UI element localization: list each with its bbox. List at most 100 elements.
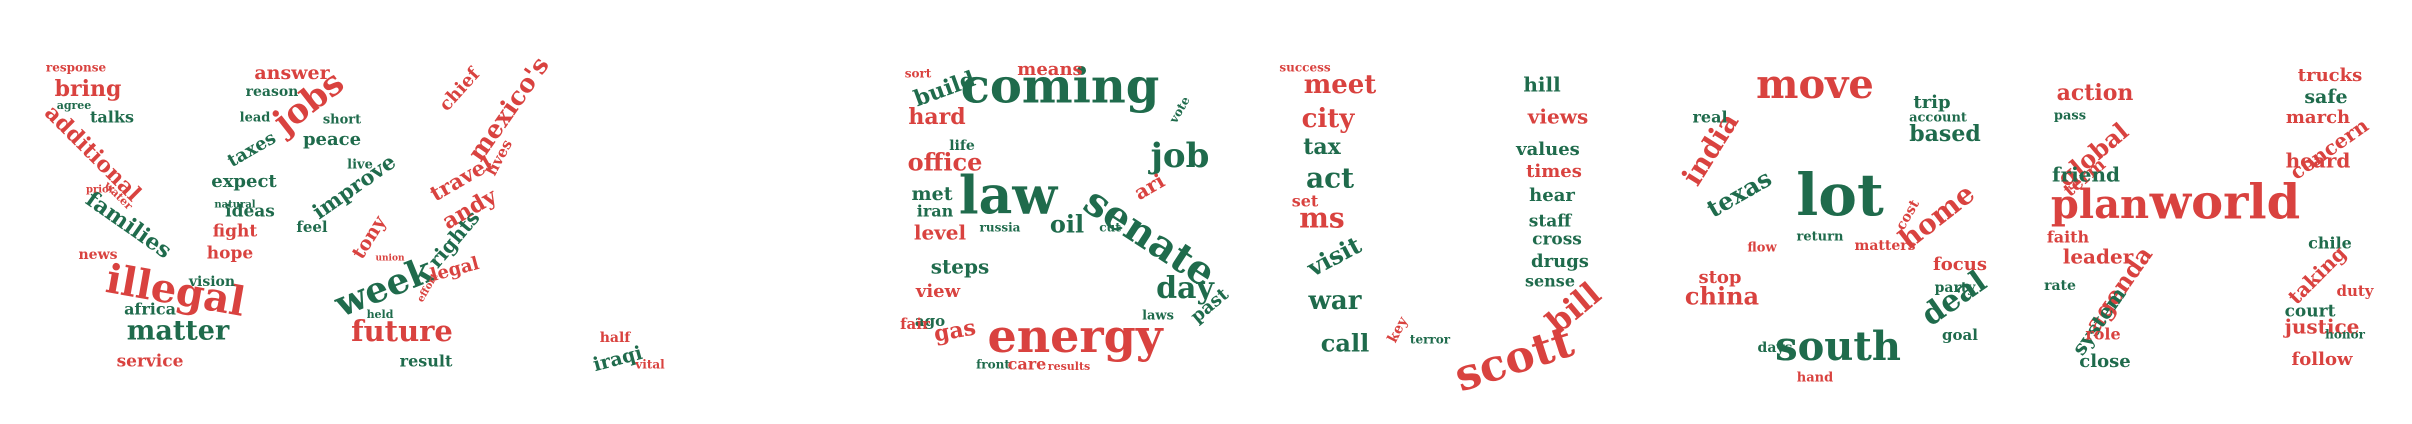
cloud-word: energy bbox=[987, 309, 1163, 363]
cloud-word: cross bbox=[1532, 230, 1582, 250]
cloud-word: march bbox=[2286, 107, 2350, 128]
cloud-word: taxes bbox=[224, 127, 280, 171]
cloud-word: vote bbox=[1166, 94, 1193, 127]
cloud-word: times bbox=[1526, 161, 1582, 182]
cloud-word: job bbox=[1148, 136, 1210, 176]
cloud-word: action bbox=[2057, 80, 2134, 106]
cloud-word: feel bbox=[296, 218, 328, 236]
cloud-word: fight bbox=[213, 222, 258, 242]
cloud-word: care bbox=[1008, 355, 1047, 374]
cloud-word: peace bbox=[303, 129, 361, 150]
cloud-word: law bbox=[959, 166, 1058, 227]
cloud-word: hill bbox=[1523, 73, 1561, 97]
cloud-word: flow bbox=[1747, 241, 1777, 256]
cloud-word: china bbox=[1685, 282, 1759, 311]
cloud-word: values bbox=[1515, 139, 1580, 160]
cloud-word: russia bbox=[980, 221, 1021, 235]
cloud-word: iran bbox=[917, 202, 954, 221]
cloud-word: honor bbox=[2325, 328, 2365, 342]
cloud-word: matter bbox=[127, 316, 230, 347]
cloud-word: results bbox=[1048, 360, 1090, 373]
cloud-word: coming bbox=[961, 59, 1160, 115]
cloud-word: friend bbox=[2052, 163, 2120, 187]
cloud-word: half bbox=[600, 330, 632, 346]
cloud-word: held bbox=[367, 308, 394, 321]
cloud-word: lead bbox=[240, 111, 271, 126]
cloud-word: days bbox=[1758, 340, 1793, 356]
cloud-word: chief bbox=[435, 63, 485, 115]
cloud-word: matters bbox=[1855, 238, 1916, 254]
cloud-word: tax bbox=[1303, 134, 1341, 160]
cloud-word: cut bbox=[1099, 221, 1121, 235]
cloud-word: ago bbox=[915, 312, 945, 330]
cloud-word: leader bbox=[2063, 245, 2134, 269]
cloud-word: hard bbox=[908, 104, 965, 130]
cloud-word: prior bbox=[86, 185, 115, 196]
cloud-word: act bbox=[1306, 162, 1354, 195]
cloud-word: stop bbox=[1698, 267, 1741, 288]
cloud-word: visit bbox=[1301, 230, 1366, 283]
cloud-word: key bbox=[1385, 314, 1412, 346]
cloud-word: means bbox=[1017, 59, 1082, 80]
cloud-word: views bbox=[1527, 105, 1588, 129]
cloud-word: met bbox=[912, 183, 953, 205]
cloud-word: trip bbox=[1913, 92, 1950, 113]
cloud-word: staff bbox=[1529, 212, 1572, 232]
cloud-word: south bbox=[1775, 323, 1901, 370]
cloud-word: africa bbox=[124, 300, 176, 319]
cloud-word: office bbox=[908, 148, 983, 177]
cloud-word: move bbox=[1756, 61, 1874, 108]
cloud-word: day bbox=[1156, 271, 1215, 306]
cloud-word: laws bbox=[1142, 309, 1174, 324]
cloud-word: view bbox=[915, 281, 961, 302]
cloud-word: focus bbox=[1933, 254, 1987, 275]
cloud-word: hand bbox=[1797, 371, 1833, 386]
cloud-word: city bbox=[1302, 104, 1356, 134]
cloud-word: pass bbox=[2054, 109, 2086, 124]
cloud-word: chile bbox=[2308, 234, 2352, 253]
cloud-word: live bbox=[347, 158, 373, 173]
cloud-word: reason bbox=[246, 84, 299, 100]
cloud-word: agree bbox=[57, 99, 92, 112]
cloud-word: rate bbox=[2044, 278, 2076, 294]
cloud-word: vital bbox=[634, 358, 665, 372]
cloud-word: bring bbox=[55, 76, 122, 102]
cloud-word: real bbox=[1692, 108, 1727, 127]
cloud-word: hope bbox=[207, 244, 254, 264]
cloud-word: success bbox=[1279, 61, 1330, 75]
cloud-word: natural bbox=[214, 200, 255, 211]
cloud-word: war bbox=[1308, 286, 1362, 316]
cloud-word: short bbox=[323, 113, 361, 128]
cloud-word: court bbox=[2285, 302, 2336, 322]
cloud-word: sense bbox=[1525, 272, 1575, 291]
cloud-word: ms bbox=[1299, 202, 1344, 235]
cloud-word: level bbox=[914, 221, 967, 245]
cloud-word: drugs bbox=[1531, 251, 1589, 272]
cloud-word: service bbox=[117, 352, 184, 372]
cloud-word: follow bbox=[2292, 349, 2353, 370]
cloud-word: justice bbox=[2283, 315, 2360, 339]
cloud-word: party bbox=[1935, 280, 1977, 296]
cloud-word: goal bbox=[1942, 326, 1978, 344]
cloud-word: meet bbox=[1304, 70, 1377, 100]
cloud-word: life bbox=[949, 138, 975, 154]
cloud-word: future bbox=[351, 314, 453, 348]
cloud-word: news bbox=[78, 247, 117, 263]
cloud-word: plan bbox=[2051, 181, 2149, 228]
cloud-word: trucks bbox=[2298, 65, 2362, 86]
cloud-word: hear bbox=[1529, 185, 1575, 206]
cloud-word: role bbox=[2085, 325, 2120, 344]
cloud-word: safe bbox=[2304, 86, 2347, 108]
cloud-word: oil bbox=[1050, 210, 1084, 239]
cloud-word: set bbox=[1292, 192, 1319, 211]
cloud-word: vision bbox=[188, 274, 235, 290]
cloud-word: response bbox=[46, 61, 107, 75]
cloud-word: account bbox=[1909, 111, 1967, 126]
cloud-word: lot bbox=[1796, 161, 1884, 229]
cloud-word: heard bbox=[2286, 149, 2351, 173]
cloud-word: answer bbox=[254, 62, 330, 84]
cloud-word: fair bbox=[900, 315, 931, 333]
cloud-word: close bbox=[2079, 351, 2130, 372]
cloud-word: result bbox=[400, 352, 453, 371]
